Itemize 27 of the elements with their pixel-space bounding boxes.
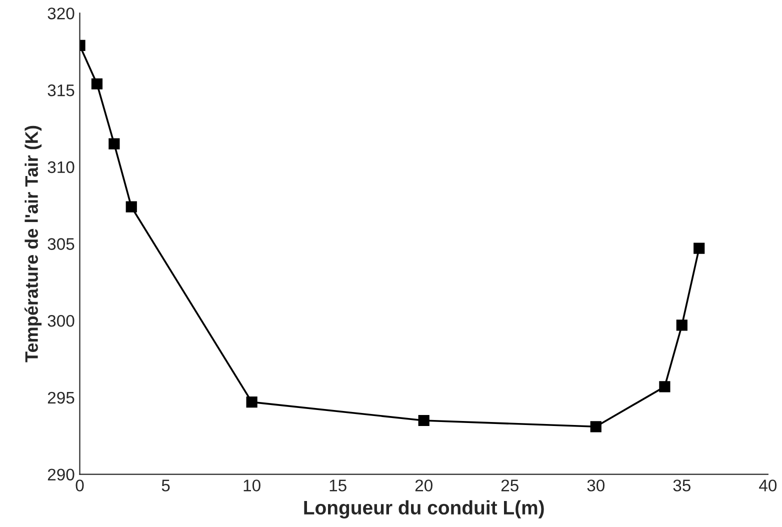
y-tick-label: 295: [48, 392, 74, 404]
x-tick-label: 10: [244, 480, 260, 492]
y-tick-label: 320: [48, 8, 74, 20]
point: [694, 242, 705, 254]
y-axis-title: Température de l'air Tair (K): [24, 126, 42, 362]
x-tick-label: 25: [501, 480, 518, 492]
point: [126, 201, 137, 212]
x-tick-label: 35: [673, 480, 690, 492]
x-tick-label: 30: [587, 480, 604, 492]
point: [659, 381, 670, 392]
y-tick-label: 290: [48, 468, 74, 481]
y-tick-label: 315: [48, 84, 74, 96]
x-tick-label: 5: [162, 480, 170, 492]
point: [418, 414, 430, 426]
y-tick-label: 305: [48, 238, 74, 250]
point: [676, 320, 688, 331]
point: [91, 78, 103, 90]
point: [108, 138, 120, 150]
point: [246, 396, 258, 408]
x-axis-title: Longueur du conduit L(m): [304, 500, 544, 518]
y-tick-label: 310: [48, 161, 74, 174]
x-tick-label: 15: [330, 480, 346, 492]
x-tick-label: 40: [759, 480, 777, 492]
y-tick-label: 300: [48, 314, 74, 327]
point: [590, 421, 602, 432]
x-tick-label: 0: [76, 480, 84, 492]
x-tick-label: 20: [415, 480, 432, 492]
